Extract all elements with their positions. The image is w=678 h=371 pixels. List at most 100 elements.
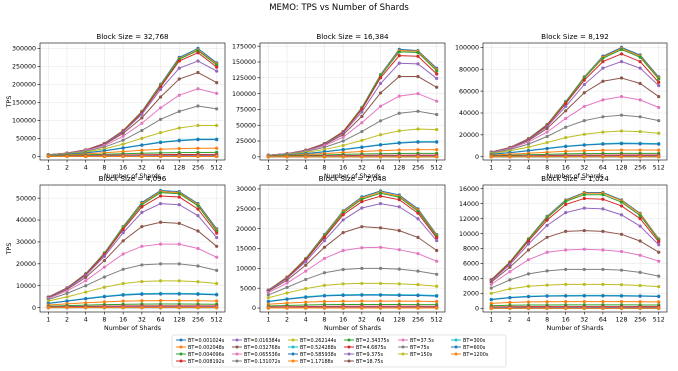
series-BT=0.131072s (46, 262, 219, 302)
series-BT=0.065536s (489, 247, 661, 286)
subplot-5: 1 2 4 8 16 32 64 128 256 512 0 5000 10000 15000 20000 2… (236, 174, 446, 332)
data-point (266, 155, 270, 159)
x-tick-label: 128 (393, 165, 405, 172)
x-tick-label: 2 (508, 317, 512, 324)
series-line (268, 48, 438, 156)
data-point (489, 286, 493, 290)
data-point (102, 295, 107, 299)
data-point (177, 93, 181, 97)
y-tick-label: 300000 (12, 46, 36, 53)
legend-label: BT=75s (410, 345, 430, 351)
data-point (619, 213, 624, 217)
data-point (564, 116, 568, 121)
data-point (177, 279, 181, 283)
data-point (397, 61, 401, 65)
data-point (657, 84, 661, 88)
data-point (416, 155, 420, 159)
data-point (619, 294, 624, 298)
series-line (490, 207, 660, 282)
data-point (397, 229, 401, 233)
data-point (435, 85, 439, 89)
legend-label: BT=18.75s (356, 359, 383, 365)
series-BT=1200s (489, 155, 661, 159)
data-point (435, 148, 439, 152)
data-point (601, 59, 605, 64)
subplot-3: 1 2 4 8 16 32 64 128 256 512 0 20000 40000 60000 80000… (455, 32, 668, 180)
x-tick-label: 8 (102, 165, 106, 172)
data-point (564, 135, 568, 140)
data-point (564, 125, 568, 129)
data-point (564, 102, 568, 106)
data-point (545, 218, 549, 222)
data-point (435, 140, 439, 144)
data-point (582, 294, 586, 298)
data-point (84, 297, 88, 301)
series-line (268, 267, 437, 296)
subplot-title: Block Size = 4,096 (99, 174, 167, 183)
legend-entry: BT=300s (451, 338, 486, 344)
y-tick-label: 8000 (463, 246, 479, 253)
data-point (582, 155, 586, 159)
x-axis-label: Number of Shards (104, 173, 161, 180)
data-point (619, 232, 624, 236)
legend-entry: BT=0.524288s (288, 345, 337, 351)
data-point (526, 149, 531, 153)
data-point (158, 95, 163, 99)
data-point (140, 210, 144, 214)
series-BT=0.032768s (266, 225, 439, 293)
data-point (140, 205, 144, 209)
data-point (140, 263, 144, 267)
data-point (638, 55, 642, 59)
data-point (435, 236, 439, 240)
y-tick-label: 100000 (455, 45, 479, 52)
series-line (491, 77, 660, 153)
legend-marker (291, 359, 295, 363)
series-BT=0.002048s (489, 46, 661, 154)
data-point (177, 139, 181, 143)
series-BT=1.17188s (266, 299, 439, 306)
data-point (619, 47, 624, 52)
data-point (526, 300, 531, 304)
data-point (341, 299, 345, 303)
data-point (416, 235, 420, 239)
data-point (489, 301, 493, 306)
series-BT=0.008192s (489, 52, 661, 154)
series-BT=0.004096s (266, 191, 439, 292)
data-point (215, 299, 219, 303)
legend-marker (291, 352, 295, 356)
data-point (416, 91, 420, 96)
y-tick-label: 12000 (459, 216, 479, 223)
series-line (48, 139, 217, 156)
series-BT=1200s (266, 306, 439, 310)
legend-marker (454, 352, 458, 356)
data-point (582, 104, 586, 109)
data-point (177, 306, 181, 310)
data-point (378, 119, 383, 123)
subplot-6: 1 2 4 8 16 32 64 128 256 512 0 2000 4000 6000 8000 1000… (459, 174, 668, 332)
series-line (268, 76, 437, 156)
data-point (158, 292, 163, 296)
data-point (378, 81, 383, 86)
data-point (435, 72, 439, 76)
data-point (360, 206, 364, 210)
data-point (378, 191, 383, 195)
data-point (416, 252, 420, 256)
data-point (619, 141, 624, 146)
data-point (526, 242, 531, 246)
data-point (638, 66, 642, 70)
y-tick-label: 50000 (16, 195, 36, 202)
data-point (140, 306, 144, 310)
x-tick-label: 512 (653, 165, 665, 172)
data-point (638, 115, 642, 119)
data-point (140, 136, 144, 140)
legend-label: BT=0.032768s (244, 345, 281, 351)
subplot-2: 1 2 4 8 16 32 64 128 256 512 0 25000 50000 75000 10000… (232, 32, 446, 180)
series-line (268, 110, 437, 156)
data-point (601, 282, 605, 286)
subplot-title: Block Size = 16,384 (316, 32, 389, 41)
y-tick-label: 10000 (236, 266, 256, 273)
data-point (322, 294, 327, 298)
data-point (196, 207, 200, 211)
series-BT=1.17188s (489, 299, 661, 306)
x-tick-label: 512 (211, 317, 223, 324)
